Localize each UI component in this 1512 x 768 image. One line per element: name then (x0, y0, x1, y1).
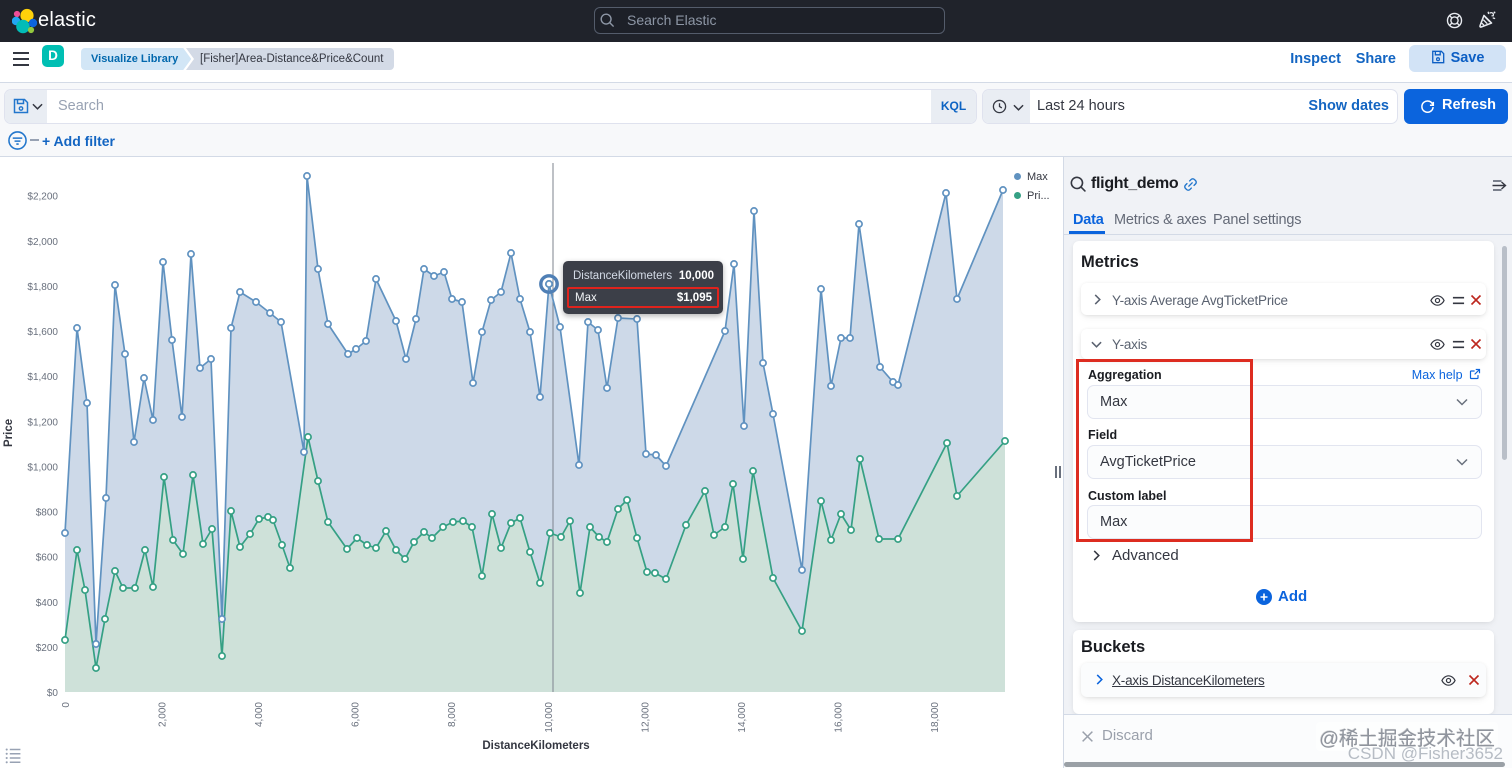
svg-text:$2,000: $2,000 (27, 237, 58, 248)
svg-text:$1,400: $1,400 (27, 372, 58, 383)
svg-text:$800: $800 (36, 508, 59, 519)
svg-text:4,000: 4,000 (254, 702, 265, 727)
svg-text:$400: $400 (36, 598, 59, 609)
svg-text:6,000: 6,000 (351, 702, 362, 727)
svg-text:8,000: 8,000 (447, 702, 458, 727)
svg-text:2,000: 2,000 (158, 702, 169, 727)
svg-text:DistanceKilometers: DistanceKilometers (482, 740, 589, 752)
svg-text:18,000: 18,000 (930, 702, 941, 733)
svg-text:Price: Price (3, 419, 15, 447)
svg-text:12,000: 12,000 (640, 702, 651, 733)
svg-text:$0: $0 (47, 688, 59, 699)
svg-text:$1,600: $1,600 (27, 327, 58, 338)
svg-text:14,000: 14,000 (737, 702, 748, 733)
svg-text:$600: $600 (36, 553, 59, 564)
svg-text:$200: $200 (36, 643, 59, 654)
svg-text:10,000: 10,000 (544, 702, 555, 733)
svg-text:$1,800: $1,800 (27, 282, 58, 293)
svg-text:$2,200: $2,200 (27, 192, 58, 203)
svg-text:$1,200: $1,200 (27, 417, 58, 428)
svg-text:0: 0 (61, 702, 72, 708)
svg-text:$1,000: $1,000 (27, 462, 58, 473)
svg-text:16,000: 16,000 (833, 702, 844, 733)
